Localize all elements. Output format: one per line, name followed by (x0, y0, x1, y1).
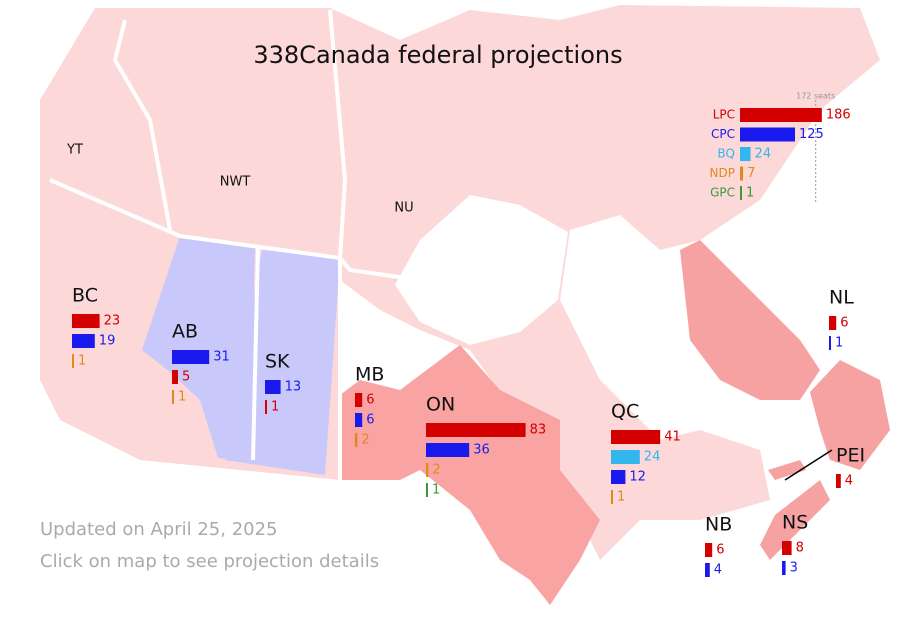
region-seats: 1 (78, 354, 86, 369)
province-nl[interactable] (680, 240, 820, 400)
region-bar (611, 450, 640, 464)
region-label: AB (172, 321, 198, 343)
region-seats: 2 (361, 433, 369, 448)
region-bar (72, 314, 100, 328)
region-seats: 5 (182, 370, 190, 385)
region-bar (611, 430, 661, 444)
region-seats: 41 (664, 430, 681, 445)
region-bar (705, 543, 713, 557)
region-seats: 4 (714, 563, 722, 578)
title: 338Canada federal projections (253, 41, 622, 69)
province-pei[interactable] (768, 460, 806, 480)
border (251, 245, 260, 461)
pei-pointer (784, 449, 833, 481)
party-bar (740, 108, 822, 122)
region-bar (426, 463, 429, 477)
region-bar (426, 443, 470, 457)
party-label: NDP (710, 166, 735, 180)
party-seats: 1 (746, 186, 754, 201)
region-seats: 3 (790, 561, 798, 576)
party-seats: 186 (826, 108, 851, 123)
party-bar (740, 147, 751, 161)
region-label: SK (265, 351, 290, 373)
hudson-bay (395, 195, 568, 345)
region-seats: 6 (840, 316, 848, 331)
party-bar (740, 186, 742, 200)
region-seats: 6 (716, 543, 724, 558)
region-seats: 2 (432, 463, 440, 478)
region-label: NL (829, 287, 854, 309)
region-bar (355, 433, 358, 447)
party-label: LPC (713, 108, 735, 122)
province-ns[interactable] (760, 480, 830, 560)
province-on[interactable] (340, 345, 600, 605)
map-shapes (40, 5, 890, 605)
party-seats: 24 (755, 147, 772, 162)
region-label: MB (355, 364, 384, 386)
region-seats: 23 (104, 314, 121, 329)
region-bar (829, 316, 837, 330)
territory-label: YT (66, 143, 83, 158)
region-bar (782, 541, 792, 555)
region-seats: 31 (213, 350, 230, 365)
region-label: QC (611, 401, 639, 423)
region-seats: 8 (796, 541, 804, 556)
region-bar (172, 390, 174, 404)
region-label: PEI (836, 445, 865, 467)
province-nl-island[interactable] (810, 360, 890, 470)
region-bar (265, 380, 281, 394)
party-label: BQ (717, 147, 735, 161)
party-seats: 125 (799, 127, 824, 142)
region-bar (172, 370, 178, 384)
footer-date: Updated on April 25, 2025 (40, 519, 278, 540)
region-bar (72, 354, 74, 368)
region-seats: 13 (285, 380, 302, 395)
region-seats: 19 (99, 334, 116, 349)
region-label: BC (72, 285, 98, 307)
region-bar (611, 490, 613, 504)
region-bar (426, 483, 428, 497)
region-seats: 24 (644, 450, 661, 465)
footer-hint[interactable]: Click on map to see projection details (40, 551, 379, 572)
region-bar (265, 400, 267, 414)
region-bar (426, 423, 526, 437)
region-label: NS (782, 512, 808, 534)
region-seats: 1 (271, 400, 279, 415)
region-seats: 36 (473, 443, 490, 458)
region-seats: 83 (530, 423, 547, 438)
region-bar (705, 563, 710, 577)
region-label: NB (705, 514, 732, 536)
region-label: ON (426, 394, 455, 416)
region-bar (355, 393, 363, 407)
territory-label: NU (394, 201, 413, 216)
region-seats: 1 (835, 336, 843, 351)
region-seats: 1 (178, 390, 186, 405)
border (328, 9, 348, 259)
party-seats: 7 (747, 166, 755, 181)
region-seats: 6 (366, 413, 374, 428)
party-bar (740, 127, 795, 142)
territory-label: NWT (220, 175, 251, 190)
border (112, 19, 172, 231)
region-bar (355, 413, 363, 427)
region-seats: 12 (629, 470, 646, 485)
region-seats: 6 (366, 393, 374, 408)
party-label: GPC (710, 186, 735, 200)
region-bar (172, 350, 210, 364)
region-bar (829, 336, 831, 350)
majority-label: 172 seats (796, 92, 835, 101)
region-bar (72, 334, 95, 348)
region-seats: 1 (617, 490, 625, 505)
region-seats: 1 (432, 483, 440, 498)
region-bar (836, 474, 841, 488)
region-bar (611, 470, 626, 484)
province-ab[interactable] (142, 236, 255, 460)
party-bar (740, 166, 744, 181)
region-seats: 4 (845, 474, 853, 489)
party-label: CPC (711, 127, 735, 141)
region-bar (782, 561, 786, 575)
